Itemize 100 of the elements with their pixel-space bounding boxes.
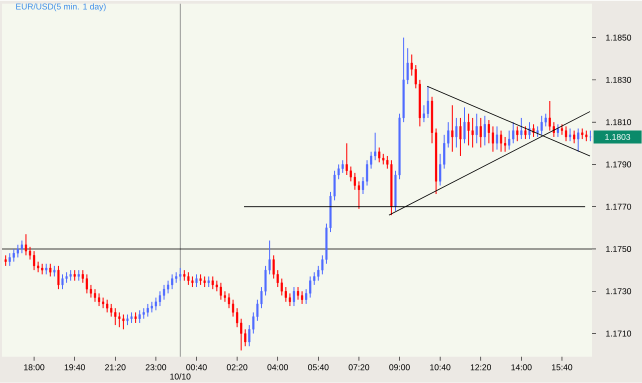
candlestick bbox=[504, 136, 506, 152]
candlestick bbox=[280, 278, 283, 296]
candlestick bbox=[195, 274, 198, 288]
chart-title: EUR/USD(5 min. 1 day) bbox=[16, 3, 106, 12]
candlestick bbox=[122, 314, 125, 330]
candlestick bbox=[354, 172, 356, 190]
y-tick-label: 1.1770 bbox=[606, 204, 632, 210]
candlestick bbox=[41, 263, 44, 275]
candlestick bbox=[467, 113, 470, 146]
candlestick bbox=[106, 299, 108, 313]
candlestick bbox=[191, 276, 194, 288]
candlestick bbox=[544, 113, 547, 127]
candlestick bbox=[484, 115, 486, 146]
candlestick bbox=[70, 270, 72, 282]
candlestick bbox=[508, 130, 510, 150]
candlestick bbox=[146, 304, 149, 318]
x-tick-label: 14:00 bbox=[511, 364, 532, 370]
x-tick-label: 09:00 bbox=[389, 364, 410, 370]
candlestick bbox=[272, 254, 275, 280]
candlestick bbox=[199, 274, 202, 286]
x-tick-label: 00:40 bbox=[186, 364, 207, 370]
candlestick bbox=[162, 284, 166, 300]
candlestick bbox=[57, 265, 60, 290]
candlestick bbox=[8, 252, 11, 266]
candlestick bbox=[183, 270, 186, 282]
candlestick bbox=[12, 248, 15, 262]
candlestick bbox=[292, 286, 296, 307]
y-tick-label: 1.1810 bbox=[606, 119, 632, 126]
ref-line-label: 10/10 bbox=[170, 373, 191, 380]
x-tick-label: 05:40 bbox=[308, 364, 329, 370]
candlestick bbox=[516, 126, 518, 142]
candlestick bbox=[224, 290, 226, 302]
candlestick bbox=[4, 254, 7, 266]
y-tick-label: 1.1790 bbox=[606, 162, 632, 168]
candlestick bbox=[20, 240, 23, 254]
candlestick bbox=[65, 272, 68, 284]
candlestick bbox=[552, 122, 555, 138]
candlestick bbox=[451, 104, 454, 152]
candlestick bbox=[134, 312, 137, 324]
candlestick bbox=[585, 130, 588, 142]
candlestick bbox=[150, 301, 153, 313]
candlestick bbox=[573, 130, 576, 144]
x-tick-label: 10:40 bbox=[430, 364, 450, 370]
x-tick-label: 12:20 bbox=[470, 364, 492, 370]
candlestick bbox=[49, 263, 52, 278]
candlestick bbox=[228, 292, 230, 309]
candlestick bbox=[61, 274, 64, 290]
candlestick bbox=[208, 276, 210, 288]
candlestick bbox=[138, 310, 141, 324]
candlestick bbox=[204, 276, 206, 288]
candlestick bbox=[480, 118, 482, 148]
candlestick bbox=[422, 104, 426, 123]
candlestick bbox=[556, 124, 560, 138]
candlestick bbox=[114, 308, 116, 326]
candlestick bbox=[175, 272, 178, 284]
candlestick bbox=[378, 147, 380, 163]
candlestick bbox=[350, 166, 352, 182]
x-tick-label: 21:20 bbox=[105, 364, 126, 370]
candlestick bbox=[346, 142, 348, 176]
candlestick bbox=[564, 126, 568, 142]
candlestick bbox=[524, 126, 527, 140]
candlestick bbox=[488, 120, 490, 144]
candlestick bbox=[53, 265, 56, 278]
candlestick bbox=[560, 124, 564, 136]
candlestick bbox=[366, 160, 368, 186]
candlestick bbox=[296, 286, 300, 300]
candlestick bbox=[288, 292, 291, 307]
candlestick bbox=[45, 263, 48, 275]
x-tick-label: 18:00 bbox=[24, 364, 44, 370]
candlestick bbox=[300, 290, 304, 305]
candlestick bbox=[568, 128, 572, 142]
candlestick bbox=[472, 118, 474, 148]
candlestick bbox=[187, 272, 190, 286]
x-tick-label: 04:00 bbox=[267, 364, 288, 370]
candlestick bbox=[179, 268, 182, 282]
candlestick bbox=[589, 130, 592, 142]
candlestick bbox=[32, 250, 36, 271]
candlestick bbox=[28, 246, 32, 260]
candlestick bbox=[216, 280, 218, 292]
candlestick bbox=[309, 276, 312, 298]
candlestick bbox=[110, 304, 112, 318]
candlestick bbox=[382, 153, 384, 166]
x-tick-label: 23:00 bbox=[146, 364, 166, 370]
candlestick bbox=[536, 126, 539, 138]
candlestick bbox=[500, 130, 502, 152]
candlestick bbox=[98, 292, 100, 307]
candlestick bbox=[158, 290, 162, 307]
candlestick bbox=[581, 128, 584, 140]
y-tick-label: 1.1750 bbox=[606, 246, 632, 252]
x-tick-label: 15:40 bbox=[552, 364, 572, 370]
candlestick bbox=[532, 124, 535, 138]
candlestick bbox=[86, 274, 88, 294]
candlestick bbox=[74, 270, 76, 282]
y-tick-label: 1.1730 bbox=[606, 288, 632, 294]
candlestick bbox=[94, 288, 96, 302]
candlestick bbox=[333, 170, 336, 201]
y-tick-label: 1.1710 bbox=[606, 330, 632, 337]
x-tick-label: 02:20 bbox=[226, 364, 248, 370]
y-tick-label: 1.1850 bbox=[606, 34, 632, 41]
candlestick bbox=[476, 113, 478, 144]
